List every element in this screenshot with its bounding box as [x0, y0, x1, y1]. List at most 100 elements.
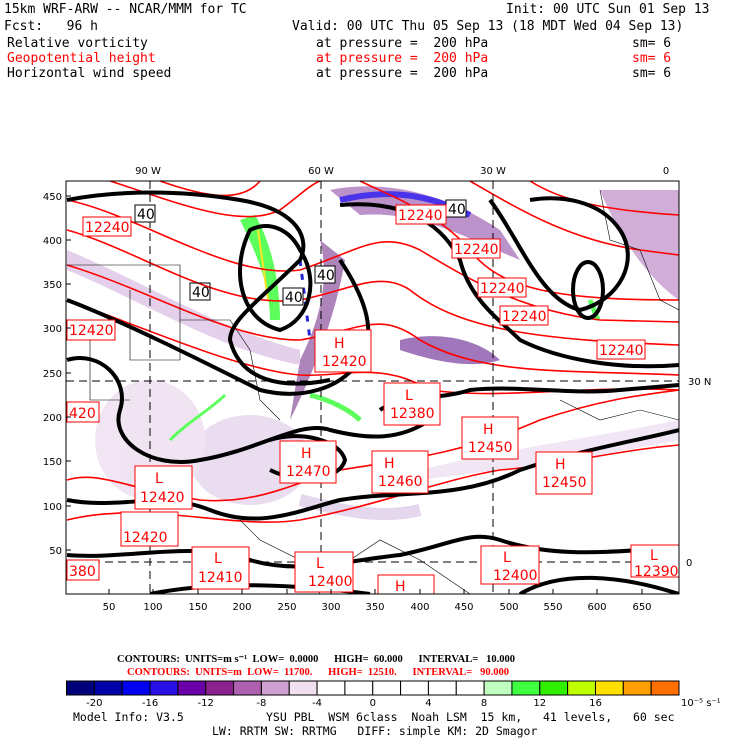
svg-text:12420: 12420 — [123, 530, 168, 546]
svg-text:12460: 12460 — [378, 474, 423, 490]
colorbar-label: -20 — [86, 698, 102, 709]
height-label: 12240 — [502, 309, 547, 325]
svg-text:L: L — [650, 548, 658, 564]
center-high: H 12450 — [461, 416, 519, 460]
svg-text:H: H — [384, 456, 395, 472]
wind-label: 40 — [192, 285, 210, 301]
colorbar-swatch — [177, 680, 207, 696]
colorbar-swatch — [427, 680, 457, 696]
svg-text:250: 250 — [277, 602, 296, 613]
field-2-name: Geopotential height — [7, 51, 156, 66]
center-high: H 12460 — [371, 450, 429, 494]
wind-label: 40 — [137, 207, 155, 223]
svg-text:50: 50 — [103, 602, 116, 613]
svg-text:350: 350 — [365, 602, 384, 613]
field-3-name: Horizontal wind speed — [7, 66, 172, 81]
colorbar-swatch — [372, 680, 402, 696]
svg-text:500: 500 — [499, 602, 518, 613]
svg-text:450: 450 — [43, 192, 62, 203]
field-3-sm: sm= 6 — [632, 66, 672, 81]
colorbar-label: -8 — [256, 698, 266, 709]
svg-text:30 W: 30 W — [480, 166, 506, 177]
svg-text:0: 0 — [663, 166, 669, 177]
axis-ticks — [66, 195, 643, 594]
center-low: L 12410 — [191, 546, 250, 590]
height-label: 12240 — [85, 220, 130, 236]
height-label: 12240 — [454, 242, 499, 258]
center-low: L 12400 — [294, 551, 354, 593]
svg-text:0: 0 — [686, 558, 692, 569]
field-2-level: at pressure = 200 hPa — [316, 51, 489, 66]
field-1-sm: sm= 6 — [632, 36, 672, 51]
latitude-labels: 30 N 0 — [686, 377, 711, 569]
colorbar-swatch — [539, 680, 569, 696]
center-high: H — [377, 574, 435, 595]
center-low: L 12380 — [383, 382, 441, 426]
colorbar-swatch — [511, 680, 541, 696]
colorbar-swatch — [344, 680, 374, 696]
svg-text:12420: 12420 — [140, 490, 185, 506]
svg-text:H: H — [334, 336, 345, 352]
svg-text:100: 100 — [43, 502, 62, 513]
svg-text:450: 450 — [454, 602, 473, 613]
height-label: 12420 — [69, 323, 114, 339]
colorbar-swatch — [622, 680, 652, 696]
colorbar-swatch — [567, 680, 596, 696]
colorbar-label: 8 — [481, 698, 487, 709]
svg-text:650: 650 — [632, 602, 651, 613]
colorbar-label: 16 — [589, 698, 602, 709]
svg-text:50: 50 — [49, 546, 62, 557]
svg-text:12450: 12450 — [542, 475, 587, 491]
height-label: 12240 — [599, 343, 644, 359]
svg-text:200: 200 — [43, 413, 62, 424]
svg-text:12380: 12380 — [390, 406, 435, 422]
colorbar-label: -12 — [198, 698, 214, 709]
model-physics: YSU PBL WSM 6class Noah LSM 15 km, 41 le… — [266, 710, 675, 724]
svg-text:L: L — [316, 556, 324, 572]
svg-text:350: 350 — [43, 280, 62, 291]
svg-text:300: 300 — [43, 324, 62, 335]
field-2-sm: sm= 6 — [632, 51, 672, 66]
svg-text:H: H — [483, 422, 494, 438]
center-high: H 12450 — [535, 451, 593, 495]
svg-text:12400: 12400 — [308, 574, 353, 590]
colorbar-swatch — [483, 680, 513, 696]
x-axis-labels: 50 100 150 200 250 300 350 400 450 500 550 600… — [103, 602, 652, 613]
colorbar-swatch — [66, 680, 95, 696]
model-radiation: LW: RRTM SW: RRTMG DIFF: simple KM: 2D S… — [212, 724, 538, 738]
center-high: H 12420 — [314, 329, 372, 373]
colorbar-swatch — [149, 680, 179, 696]
forecast-hour: Fcst: 96 h — [4, 19, 98, 34]
svg-text:30 N: 30 N — [688, 377, 711, 388]
height-label: 380 — [69, 564, 96, 580]
colorbar-swatch — [455, 680, 485, 696]
political-borders — [67, 189, 679, 594]
center-low: 12420 — [120, 511, 179, 547]
svg-text:12470: 12470 — [286, 464, 331, 480]
field-1-name: Relative vorticity — [7, 36, 148, 51]
svg-text:12410: 12410 — [198, 570, 243, 586]
svg-text:150: 150 — [43, 457, 62, 468]
model-title: 15km WRF-ARW -- NCAR/MMM for TC — [4, 2, 247, 17]
svg-text:12390: 12390 — [634, 564, 679, 580]
svg-text:H: H — [395, 579, 406, 595]
colorbar-swatch — [316, 680, 346, 696]
wind-speed-labels: 40 40 40 40 40 — [134, 199, 467, 306]
svg-text:12400: 12400 — [493, 568, 538, 584]
colorbar-label: 0 — [370, 698, 376, 709]
colorbar-label: -4 — [312, 698, 322, 709]
svg-text:150: 150 — [188, 602, 207, 613]
svg-text:600: 600 — [587, 602, 606, 613]
colorbar-swatch — [93, 680, 123, 696]
svg-text:400: 400 — [43, 236, 62, 247]
svg-text:200: 200 — [232, 602, 251, 613]
svg-text:60 W: 60 W — [308, 166, 334, 177]
wind-label: 40 — [285, 290, 303, 306]
svg-text:400: 400 — [410, 602, 429, 613]
svg-text:L: L — [214, 551, 222, 567]
wind-label: 40 — [448, 202, 466, 218]
svg-text:L: L — [155, 471, 163, 487]
colorbar: -20 -16 -12 -8 -4 0 4 8 12 16 10⁻⁵ s⁻¹ — [66, 680, 721, 709]
